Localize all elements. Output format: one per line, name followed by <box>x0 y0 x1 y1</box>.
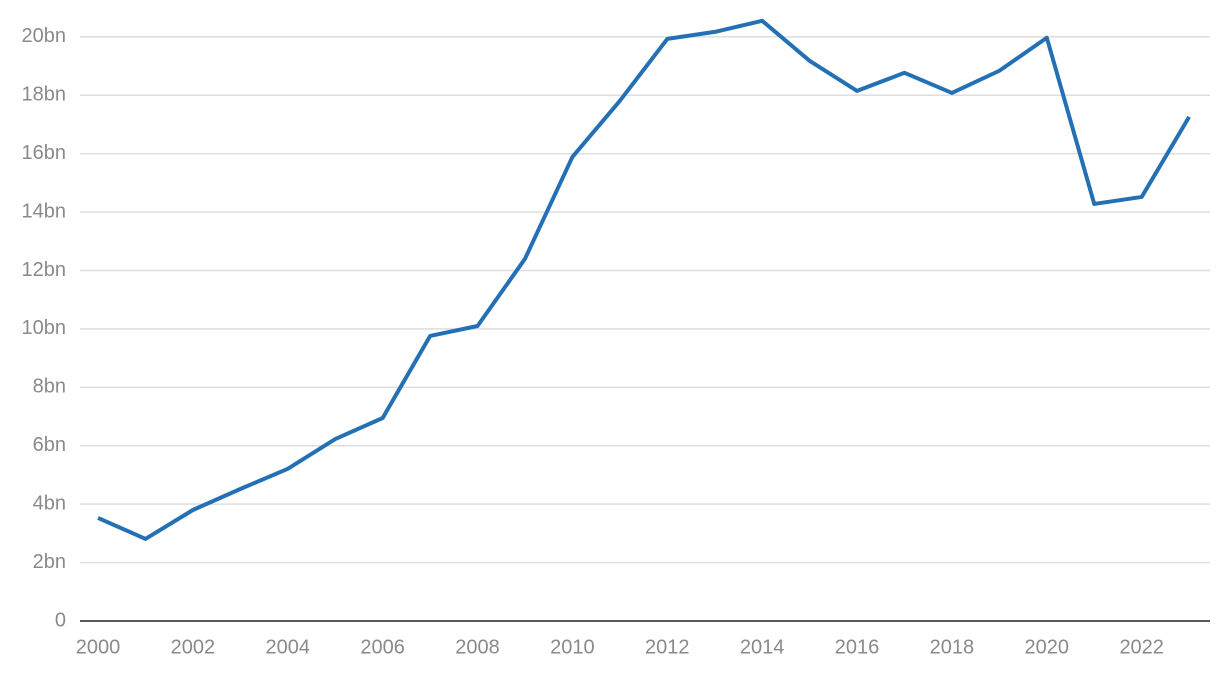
x-tick-label: 2016 <box>835 636 880 658</box>
y-tick-label: 12bn <box>22 259 67 281</box>
x-tick-label: 2012 <box>645 636 690 658</box>
x-tick-label: 2020 <box>1025 636 1070 658</box>
y-tick-label: 18bn <box>22 84 67 106</box>
y-tick-label: 8bn <box>33 376 66 398</box>
y-tick-label: 16bn <box>22 142 67 164</box>
x-tick-label: 2022 <box>1119 636 1164 658</box>
x-tick-label: 2004 <box>266 636 311 658</box>
x-tick-label: 2014 <box>740 636 785 658</box>
y-tick-label: 0 <box>55 609 66 631</box>
y-tick-label: 6bn <box>33 434 66 456</box>
x-tick-label: 2002 <box>171 636 216 658</box>
line <box>97 18 1191 541</box>
y-tick-label: 4bn <box>33 492 66 514</box>
x-tick-label: 2010 <box>550 636 595 658</box>
y-tick-label: 10bn <box>22 317 67 339</box>
y-tick-label: 20bn <box>22 25 67 47</box>
y-tick-label: 2bn <box>33 551 66 573</box>
x-tick-label: 2006 <box>360 636 405 658</box>
y-tick-label: 14bn <box>22 200 67 222</box>
x-tick-label: 2000 <box>76 636 121 658</box>
x-tick-label: 2008 <box>455 636 500 658</box>
x-tick-label: 2018 <box>930 636 975 658</box>
